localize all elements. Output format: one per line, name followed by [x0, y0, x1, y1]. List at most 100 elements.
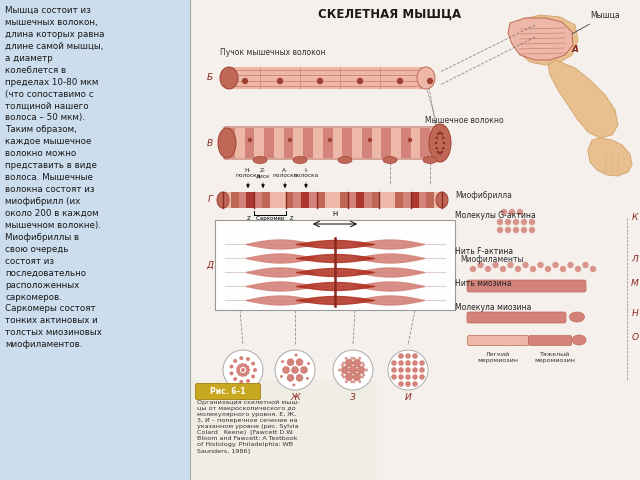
Circle shape: [353, 380, 356, 383]
Circle shape: [350, 357, 353, 360]
Bar: [246, 192, 255, 208]
Circle shape: [338, 369, 341, 372]
Bar: [395, 192, 403, 208]
Bar: [284, 128, 294, 158]
Circle shape: [442, 147, 445, 149]
Text: К: К: [632, 214, 638, 223]
Circle shape: [340, 364, 344, 367]
Polygon shape: [512, 15, 578, 65]
Circle shape: [435, 147, 438, 149]
Bar: [434, 192, 442, 208]
Text: Д: Д: [207, 261, 214, 269]
Bar: [231, 192, 239, 208]
Bar: [262, 192, 270, 208]
Circle shape: [349, 366, 357, 374]
Circle shape: [405, 374, 411, 380]
Bar: [411, 128, 421, 158]
Bar: [229, 67, 426, 89]
Bar: [274, 128, 284, 158]
Ellipse shape: [338, 156, 352, 164]
Circle shape: [237, 364, 242, 368]
Text: Молекулы G-актина: Молекулы G-актина: [455, 211, 536, 219]
Circle shape: [435, 142, 437, 144]
Circle shape: [505, 227, 511, 233]
Circle shape: [358, 357, 361, 360]
Circle shape: [391, 367, 397, 373]
Bar: [430, 128, 440, 158]
Text: Г: Г: [207, 195, 212, 204]
Circle shape: [582, 262, 589, 268]
Circle shape: [470, 266, 476, 272]
Bar: [244, 128, 255, 158]
Ellipse shape: [253, 156, 267, 164]
Circle shape: [287, 374, 294, 381]
Circle shape: [243, 363, 247, 368]
Text: H-
полоска: H- полоска: [236, 168, 260, 178]
Bar: [340, 192, 348, 208]
Circle shape: [240, 373, 244, 377]
Circle shape: [505, 219, 511, 225]
Bar: [411, 192, 419, 208]
Circle shape: [398, 367, 404, 373]
Bar: [364, 192, 372, 208]
Bar: [225, 128, 236, 158]
Text: Н: Н: [632, 310, 638, 319]
Ellipse shape: [436, 192, 448, 208]
Bar: [239, 192, 247, 208]
Circle shape: [361, 375, 364, 378]
Ellipse shape: [570, 312, 584, 322]
Circle shape: [419, 374, 425, 380]
Circle shape: [485, 266, 492, 272]
Bar: [190, 0, 640, 480]
Circle shape: [545, 266, 551, 272]
Circle shape: [243, 372, 247, 376]
Circle shape: [492, 262, 499, 268]
Circle shape: [398, 381, 404, 387]
Circle shape: [353, 359, 361, 367]
Bar: [192, 380, 377, 480]
Circle shape: [419, 360, 425, 366]
Circle shape: [538, 262, 544, 268]
Bar: [317, 192, 325, 208]
Circle shape: [350, 380, 353, 383]
Circle shape: [296, 359, 303, 366]
Bar: [278, 192, 286, 208]
Circle shape: [346, 373, 349, 376]
Circle shape: [242, 78, 248, 84]
Circle shape: [353, 371, 356, 373]
Circle shape: [358, 380, 361, 383]
Ellipse shape: [293, 156, 307, 164]
Bar: [309, 192, 317, 208]
Circle shape: [301, 367, 307, 373]
Circle shape: [239, 380, 243, 384]
Circle shape: [513, 227, 519, 233]
Circle shape: [552, 262, 559, 268]
Circle shape: [412, 353, 418, 359]
Circle shape: [345, 371, 348, 373]
Bar: [419, 192, 427, 208]
Bar: [333, 128, 343, 158]
Bar: [254, 192, 262, 208]
Text: Б: Б: [207, 73, 213, 83]
Circle shape: [357, 78, 364, 84]
Circle shape: [501, 209, 507, 215]
Circle shape: [517, 209, 524, 215]
Circle shape: [230, 365, 234, 369]
Circle shape: [405, 360, 411, 366]
FancyBboxPatch shape: [529, 336, 572, 346]
Circle shape: [233, 359, 237, 363]
Ellipse shape: [217, 192, 229, 208]
Circle shape: [237, 372, 242, 376]
Circle shape: [391, 360, 397, 366]
Circle shape: [280, 375, 283, 378]
Circle shape: [529, 219, 535, 225]
Circle shape: [427, 78, 433, 84]
Bar: [323, 128, 333, 158]
Circle shape: [356, 373, 360, 376]
Circle shape: [441, 151, 443, 153]
Circle shape: [275, 350, 315, 390]
Circle shape: [521, 227, 527, 233]
Circle shape: [412, 381, 418, 387]
Text: И: И: [404, 393, 412, 401]
Ellipse shape: [423, 156, 437, 164]
